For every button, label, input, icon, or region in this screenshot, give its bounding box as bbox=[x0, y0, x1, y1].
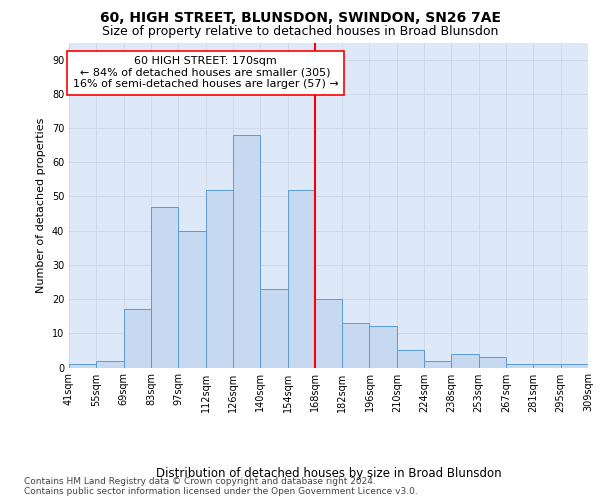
Bar bbox=[397, 350, 424, 368]
Bar bbox=[287, 190, 315, 368]
Bar bbox=[69, 364, 97, 368]
Bar bbox=[151, 206, 178, 368]
Bar bbox=[479, 357, 506, 368]
Bar bbox=[206, 190, 233, 368]
Bar bbox=[260, 289, 287, 368]
Y-axis label: Number of detached properties: Number of detached properties bbox=[36, 118, 46, 292]
Text: Contains HM Land Registry data © Crown copyright and database right 2024.: Contains HM Land Registry data © Crown c… bbox=[24, 478, 376, 486]
Bar bbox=[506, 364, 533, 368]
Bar bbox=[178, 230, 206, 368]
Bar bbox=[124, 310, 151, 368]
Bar bbox=[315, 299, 342, 368]
Bar bbox=[97, 360, 124, 368]
Bar bbox=[533, 364, 560, 368]
Bar bbox=[370, 326, 397, 368]
X-axis label: Distribution of detached houses by size in Broad Blunsdon: Distribution of detached houses by size … bbox=[155, 468, 502, 480]
Text: Contains public sector information licensed under the Open Government Licence v3: Contains public sector information licen… bbox=[24, 488, 418, 496]
Bar bbox=[424, 360, 451, 368]
Bar bbox=[451, 354, 479, 368]
Text: Size of property relative to detached houses in Broad Blunsdon: Size of property relative to detached ho… bbox=[102, 25, 498, 38]
Text: 60 HIGH STREET: 170sqm
← 84% of detached houses are smaller (305)
16% of semi-de: 60 HIGH STREET: 170sqm ← 84% of detached… bbox=[73, 56, 338, 90]
Text: 60, HIGH STREET, BLUNSDON, SWINDON, SN26 7AE: 60, HIGH STREET, BLUNSDON, SWINDON, SN26… bbox=[100, 12, 500, 26]
Bar bbox=[342, 323, 370, 368]
Bar bbox=[233, 135, 260, 368]
Bar bbox=[560, 364, 588, 368]
